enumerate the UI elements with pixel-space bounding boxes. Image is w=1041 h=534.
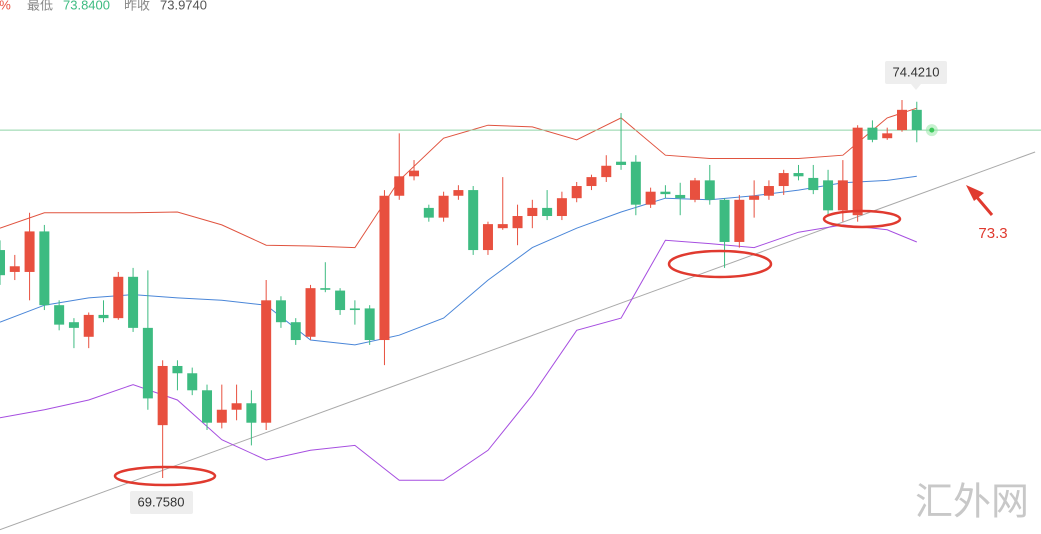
prev-close-label: 昨收 bbox=[124, 0, 150, 12]
line bbox=[0, 224, 917, 481]
candle-body bbox=[763, 186, 774, 196]
candle-body bbox=[157, 365, 168, 426]
candle-body bbox=[867, 127, 878, 140]
candle-body bbox=[409, 170, 420, 177]
candle-body bbox=[542, 207, 553, 217]
candle-body bbox=[911, 109, 922, 131]
plot-area bbox=[0, 100, 1041, 531]
candle-body bbox=[0, 250, 5, 276]
change: 4% bbox=[0, 0, 11, 12]
candle-body bbox=[897, 109, 908, 131]
candle-body bbox=[216, 409, 227, 423]
candle-body bbox=[128, 276, 139, 328]
candle-body bbox=[512, 216, 523, 229]
candle-body bbox=[586, 177, 597, 187]
candle-body bbox=[468, 190, 479, 251]
candle-body bbox=[83, 314, 94, 337]
candle-body bbox=[675, 194, 686, 199]
candle-body bbox=[527, 207, 538, 217]
candle-body bbox=[734, 199, 745, 242]
arrow bbox=[973, 194, 994, 216]
candle-body bbox=[438, 195, 449, 218]
candle-body bbox=[39, 231, 50, 306]
low-label: 69.7580 bbox=[138, 494, 185, 509]
candle-body bbox=[719, 199, 730, 242]
candle-body bbox=[275, 300, 286, 323]
candle-body bbox=[689, 180, 700, 200]
candle-body bbox=[660, 191, 671, 195]
candle-body bbox=[808, 177, 819, 191]
candle-body bbox=[882, 133, 893, 139]
candle-body bbox=[497, 224, 508, 229]
low-label: 最低 bbox=[27, 0, 53, 12]
candle-body bbox=[571, 186, 582, 199]
low-label-box bbox=[130, 491, 193, 514]
candle-body bbox=[290, 322, 301, 341]
candle-body bbox=[616, 161, 627, 165]
candle-body bbox=[113, 276, 124, 319]
candle-body bbox=[54, 305, 65, 325]
low-value: 73.8400 bbox=[63, 0, 110, 12]
highlight-ellipse bbox=[113, 465, 217, 487]
line bbox=[0, 175, 917, 346]
candle-body bbox=[9, 266, 20, 272]
highlight-ellipse bbox=[822, 209, 902, 229]
watermark: 汇外网 bbox=[915, 480, 1029, 524]
candle-body bbox=[187, 373, 198, 391]
candle-body bbox=[704, 180, 715, 200]
annotation: 73.3 bbox=[978, 225, 1007, 242]
prev-close-value: 73.9740 bbox=[160, 0, 207, 12]
candle-body bbox=[749, 195, 760, 200]
high-label: 74.4210 bbox=[893, 64, 940, 79]
candle-body bbox=[423, 207, 434, 218]
candle-body bbox=[482, 224, 493, 251]
candle-body bbox=[305, 288, 316, 337]
candle-body bbox=[852, 127, 863, 216]
candle-body bbox=[24, 231, 35, 272]
candle-body bbox=[335, 290, 346, 311]
candle-body bbox=[556, 198, 567, 217]
candle-body bbox=[823, 180, 834, 211]
candle-body bbox=[261, 300, 272, 423]
candle-body bbox=[793, 173, 804, 177]
high-label-box bbox=[885, 61, 947, 84]
candle-body bbox=[778, 173, 789, 187]
candle-body bbox=[202, 390, 213, 423]
candle-body bbox=[68, 322, 79, 328]
candle-body bbox=[394, 176, 405, 196]
candle-body bbox=[645, 191, 656, 205]
candle-body bbox=[630, 161, 641, 205]
candle-body bbox=[453, 190, 464, 196]
candle-body bbox=[98, 314, 109, 319]
candle-body bbox=[231, 403, 242, 410]
candle-body bbox=[172, 365, 183, 374]
high-label-pointer bbox=[911, 84, 921, 90]
line bbox=[0, 107, 917, 249]
candle-body bbox=[379, 195, 390, 341]
highlight-ellipse bbox=[667, 249, 773, 279]
arrow-head bbox=[966, 185, 984, 201]
candle-body bbox=[349, 308, 360, 311]
candle-body bbox=[320, 288, 331, 290]
candle-body bbox=[142, 327, 153, 399]
candle-body bbox=[601, 165, 612, 178]
live-dot bbox=[929, 127, 935, 133]
candle-body bbox=[837, 180, 848, 211]
candle-body bbox=[364, 308, 375, 341]
candle-body bbox=[246, 403, 257, 423]
